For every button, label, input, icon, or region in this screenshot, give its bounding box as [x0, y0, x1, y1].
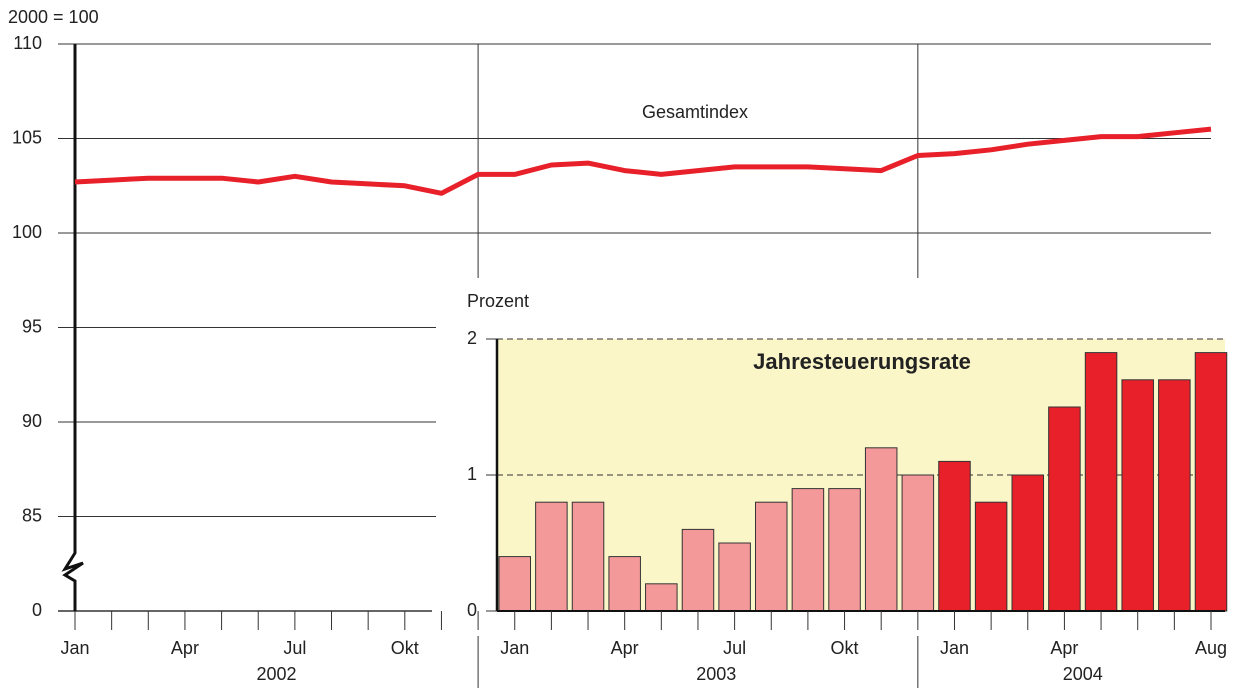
bar — [974, 501, 1008, 612]
x-tick-label: Apr — [1050, 638, 1078, 658]
bar — [901, 474, 935, 612]
x-tick-label: Okt — [831, 638, 859, 658]
bar — [718, 542, 751, 612]
inset-y-label: Prozent — [467, 291, 529, 311]
bar — [1158, 379, 1191, 612]
year-label: 2004 — [1063, 664, 1103, 684]
y-tick-label: 95 — [22, 316, 42, 336]
y-tick-label: 90 — [22, 411, 42, 431]
inset-y-tick-label: 1 — [467, 464, 477, 484]
x-tick-label: Okt — [391, 638, 419, 658]
y-tick-label: 110 — [13, 33, 42, 53]
inset-y-tick-label: 2 — [467, 328, 477, 348]
bar — [755, 501, 788, 612]
y-tick-label: 100 — [12, 222, 42, 242]
x-tick-label: Aug — [1195, 638, 1227, 658]
bar — [681, 528, 715, 612]
bar — [1048, 406, 1081, 612]
year-label: 2002 — [257, 664, 297, 684]
x-tick-label: Jan — [500, 638, 529, 658]
bar — [1011, 474, 1045, 612]
bar — [938, 460, 971, 612]
x-tick-label: Jan — [60, 638, 89, 658]
x-tick-label: Apr — [611, 638, 639, 658]
bar — [571, 501, 605, 612]
inset-title: Jahresteuerungsrate — [753, 349, 971, 374]
bar — [498, 556, 531, 612]
line-series — [74, 126, 1212, 196]
annotation: Gesamtindex — [642, 102, 748, 122]
bar — [1121, 379, 1154, 612]
x-tick-label: Jul — [283, 638, 306, 658]
bar — [864, 447, 898, 612]
x-tick-label: Apr — [171, 638, 199, 658]
bar — [535, 501, 568, 612]
y-axis-label: 2000 = 100 — [8, 7, 99, 27]
bar — [1084, 352, 1118, 612]
y-tick-label: 85 — [22, 505, 42, 525]
year-label: 2003 — [696, 664, 736, 684]
y-tick-label: 105 — [12, 127, 42, 147]
bar — [828, 488, 861, 612]
y-tick-label: 0 — [32, 600, 42, 620]
inset-y-tick-label: 0 — [467, 600, 477, 620]
bar — [791, 488, 825, 612]
x-tick-label: Jan — [940, 638, 969, 658]
y-axis-line — [61, 44, 84, 611]
x-tick-label: Jul — [723, 638, 746, 658]
bar — [1194, 352, 1228, 612]
bar — [608, 556, 641, 612]
bar — [645, 583, 678, 612]
